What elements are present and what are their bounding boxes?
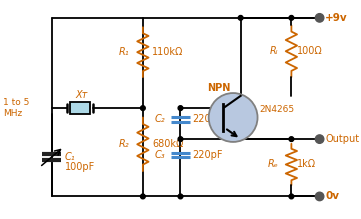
Text: 220pF: 220pF: [193, 150, 223, 160]
Text: 0v: 0v: [325, 191, 339, 201]
Circle shape: [289, 194, 294, 199]
Circle shape: [209, 93, 257, 142]
Text: C₂: C₂: [155, 114, 165, 124]
Text: +9v: +9v: [325, 13, 348, 23]
Text: 100Ω: 100Ω: [297, 46, 323, 56]
Circle shape: [178, 106, 183, 110]
Circle shape: [178, 137, 183, 141]
Text: NPN: NPN: [207, 83, 231, 93]
Text: Rₗ: Rₗ: [270, 46, 278, 56]
Text: C₁: C₁: [65, 152, 75, 162]
Text: 2N4265: 2N4265: [260, 106, 295, 115]
Circle shape: [316, 192, 324, 201]
Circle shape: [289, 137, 294, 141]
Text: 680kΩ: 680kΩ: [152, 139, 184, 149]
Text: 1 to 5
MHz: 1 to 5 MHz: [3, 98, 29, 118]
Text: C₃: C₃: [155, 150, 165, 160]
Circle shape: [316, 135, 324, 143]
Circle shape: [238, 16, 243, 20]
Circle shape: [140, 194, 145, 199]
Circle shape: [289, 16, 294, 20]
FancyBboxPatch shape: [70, 102, 90, 114]
Circle shape: [140, 106, 145, 110]
Text: 100pF: 100pF: [65, 162, 95, 172]
Text: 110kΩ: 110kΩ: [152, 47, 184, 57]
Text: R₂: R₂: [119, 139, 130, 149]
Text: 1kΩ: 1kΩ: [297, 159, 316, 170]
Text: Xᴛ: Xᴛ: [76, 90, 88, 100]
Circle shape: [178, 194, 183, 199]
Text: Output: Output: [325, 134, 359, 144]
Circle shape: [316, 14, 324, 22]
Text: Rₑ: Rₑ: [268, 159, 278, 170]
Text: R₁: R₁: [119, 47, 130, 57]
Text: 220pF: 220pF: [193, 114, 223, 124]
